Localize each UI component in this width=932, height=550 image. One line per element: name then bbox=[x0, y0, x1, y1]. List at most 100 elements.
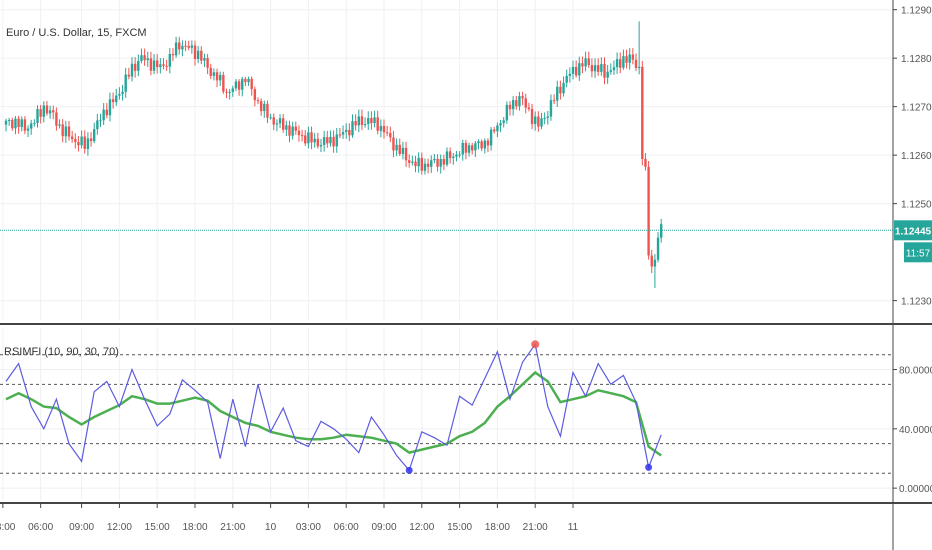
candle bbox=[307, 126, 310, 149]
candle-body bbox=[241, 78, 244, 90]
candle-body bbox=[571, 67, 575, 74]
candle bbox=[143, 48, 146, 66]
candle bbox=[474, 140, 477, 157]
candle-body bbox=[644, 158, 647, 167]
candle bbox=[423, 158, 427, 175]
candle-body bbox=[335, 134, 338, 147]
candle-body bbox=[467, 145, 471, 153]
candle bbox=[559, 80, 562, 100]
candle-body bbox=[89, 138, 93, 142]
candle bbox=[363, 117, 367, 128]
candle-body bbox=[584, 58, 587, 67]
candle bbox=[137, 54, 140, 77]
candle-body bbox=[590, 65, 594, 72]
candle-body bbox=[552, 100, 556, 102]
candle bbox=[445, 147, 449, 167]
candle bbox=[178, 36, 181, 55]
last-price-label: 1.12445 bbox=[895, 226, 932, 237]
candle-body bbox=[597, 65, 600, 72]
candle-body bbox=[36, 109, 39, 123]
candle-body bbox=[278, 118, 282, 124]
indicator-legend[interactable]: RSIMFI (10, 90, 30, 70) bbox=[4, 346, 119, 358]
candle bbox=[162, 58, 165, 70]
time-tick-label: 11 bbox=[568, 522, 579, 533]
candle-body bbox=[562, 82, 565, 94]
price-tick-label: 1.12300 bbox=[901, 297, 932, 308]
candle-body bbox=[4, 120, 8, 125]
candle-body bbox=[382, 126, 386, 133]
candle-body bbox=[17, 118, 20, 128]
candle bbox=[171, 48, 175, 62]
candle bbox=[203, 53, 206, 68]
candle-body bbox=[316, 138, 320, 147]
candle bbox=[14, 116, 17, 135]
candle-body bbox=[354, 121, 357, 126]
time-tick-label: 10 bbox=[265, 522, 277, 533]
candle bbox=[480, 139, 483, 152]
candle-body bbox=[423, 163, 427, 171]
candle bbox=[568, 67, 572, 83]
candle-body bbox=[373, 117, 376, 124]
candle bbox=[33, 119, 36, 127]
candle bbox=[511, 96, 515, 116]
candle-body bbox=[656, 237, 660, 260]
candle-body bbox=[162, 64, 165, 66]
candle bbox=[222, 71, 225, 94]
candle bbox=[30, 119, 33, 135]
candle-body bbox=[578, 63, 581, 76]
candle bbox=[571, 60, 575, 80]
candle-body bbox=[310, 132, 313, 143]
candle-body bbox=[420, 157, 423, 171]
candle-body bbox=[322, 137, 326, 145]
candle bbox=[118, 87, 121, 100]
candle bbox=[288, 120, 291, 143]
candle-body bbox=[67, 126, 71, 137]
candle bbox=[26, 125, 30, 138]
candle bbox=[23, 116, 27, 135]
candle bbox=[552, 94, 556, 105]
candle bbox=[455, 150, 458, 162]
candle-body bbox=[609, 70, 612, 72]
candle-body bbox=[483, 140, 486, 149]
candle-body bbox=[461, 142, 464, 155]
candle-body bbox=[480, 141, 483, 149]
overbought-marker bbox=[531, 340, 540, 349]
candle bbox=[537, 111, 540, 132]
candle-body bbox=[426, 163, 430, 167]
price-axis[interactable]: 1.12900 1.12800 1.12700 1.12600 1.12500 1.123… bbox=[893, 6, 932, 308]
candle bbox=[253, 86, 257, 107]
candle bbox=[467, 142, 471, 157]
time-tick-label: 15:00 bbox=[145, 522, 170, 533]
candle bbox=[184, 40, 187, 52]
indicator-axis[interactable]: 80.00000 40.00000 0.00000 bbox=[893, 366, 932, 496]
time-axis[interactable]: 03:00 06:00 09:00 12:00 15:00 18:00 21:00 10 03:… bbox=[0, 503, 579, 533]
candle-body bbox=[111, 99, 115, 103]
candle-body bbox=[231, 88, 234, 92]
candle-body bbox=[156, 60, 159, 68]
candle-body bbox=[269, 117, 272, 119]
oversold-marker bbox=[645, 463, 653, 471]
candle bbox=[653, 254, 657, 288]
candle bbox=[4, 118, 8, 132]
candle bbox=[149, 51, 153, 76]
candle bbox=[486, 138, 490, 153]
candle-body bbox=[445, 151, 449, 165]
candle bbox=[376, 110, 379, 135]
candle bbox=[58, 119, 61, 129]
candle bbox=[556, 80, 559, 107]
candle bbox=[622, 49, 625, 70]
candle-body bbox=[628, 54, 631, 63]
candle-body bbox=[45, 105, 49, 114]
symbol-legend[interactable]: Euro / U.S. Dollar, 15, FXCM bbox=[6, 27, 147, 39]
candle bbox=[641, 60, 644, 166]
candle-body bbox=[326, 137, 329, 144]
candle-body bbox=[357, 116, 360, 126]
candle bbox=[401, 141, 405, 160]
candle-body bbox=[622, 56, 625, 68]
candle-body bbox=[458, 154, 461, 156]
candle bbox=[508, 101, 512, 116]
candle bbox=[304, 130, 307, 147]
candle bbox=[461, 139, 464, 161]
candle bbox=[64, 121, 68, 143]
